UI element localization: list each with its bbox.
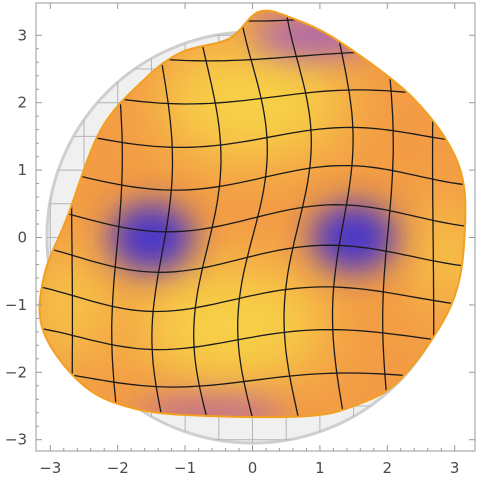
mesh-line-horizontal (39, 325, 466, 351)
x-tick-label: 0 (248, 459, 258, 477)
density-peak-low (311, 203, 396, 272)
x-tick-label: −3 (39, 459, 61, 477)
density-edge-low (253, 13, 374, 58)
x-tick-label: −2 (107, 459, 129, 477)
mesh-line-vertical (70, 10, 74, 418)
y-tick-label: 3 (17, 26, 27, 44)
x-tick-label: 2 (383, 459, 393, 477)
y-tick-label: −1 (5, 296, 27, 314)
mesh-line-vertical (431, 10, 435, 418)
x-tick-label: −1 (174, 459, 196, 477)
mesh-line-horizontal (39, 242, 466, 273)
y-tick-label: 2 (17, 94, 27, 112)
y-tick-label: 0 (17, 229, 27, 247)
x-tick-label: 1 (315, 459, 325, 477)
y-tick-label: −3 (5, 431, 27, 449)
mesh-line-horizontal (39, 201, 466, 233)
density-high-layer (40, 42, 466, 386)
mesh-line-horizontal (39, 123, 466, 149)
density-peak-high (137, 265, 328, 386)
mesh-line-horizontal (39, 162, 466, 191)
mesh-line-horizontal (39, 283, 466, 313)
density-edge-high (40, 249, 101, 360)
y-tick-label: 1 (17, 161, 27, 179)
x-tick-label: 3 (450, 459, 460, 477)
density-peak-low (109, 203, 194, 272)
y-tick-label: −2 (5, 363, 27, 381)
plot-frame (35, 2, 476, 452)
region-outline (38, 9, 467, 419)
